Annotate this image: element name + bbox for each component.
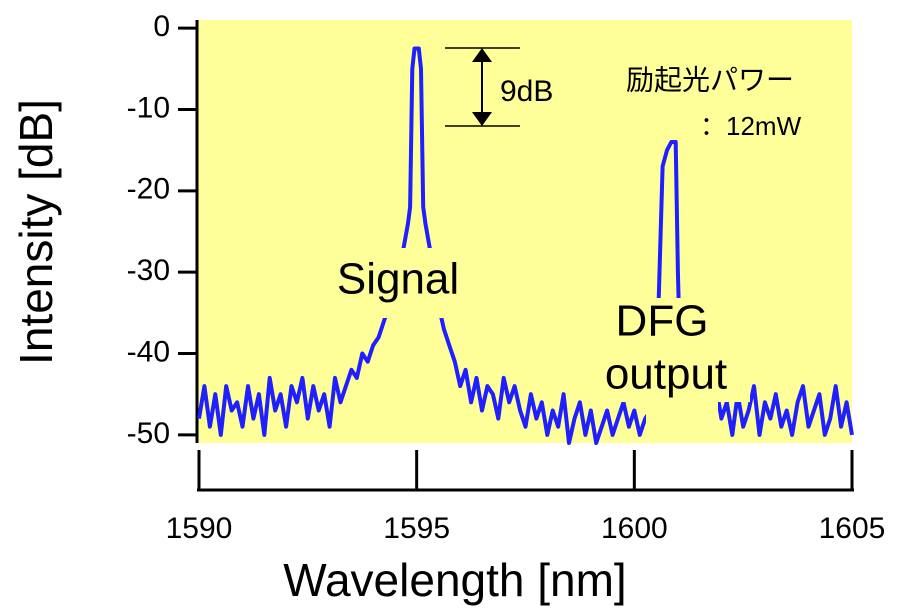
y-tick-label: -10 [127, 91, 170, 124]
y-tick-label: -20 [127, 173, 170, 206]
annotation: output [605, 350, 727, 399]
label-mask [582, 352, 750, 402]
arrow-head [472, 112, 492, 126]
y-tick-label: -50 [127, 417, 170, 450]
label-mask [646, 402, 718, 442]
annotation: Signal [337, 255, 459, 304]
annotation: ：12mW [700, 111, 802, 141]
x-tick-label: 1590 [166, 512, 233, 545]
x-axis-title: Wavelength [nm] [283, 554, 626, 606]
spectrum-line [197, 46, 854, 445]
annotation: 励起光パワー [626, 64, 794, 95]
label-mask [596, 298, 730, 352]
y-axis-title: Intensity [dB] [10, 99, 62, 365]
y-tick-label: 0 [153, 10, 170, 43]
y-tick-label: -40 [127, 335, 170, 368]
label-mask [338, 248, 462, 318]
x-tick-label: 1605 [819, 512, 886, 545]
x-tick-label: 1595 [383, 512, 450, 545]
annotation: 9dB [500, 75, 553, 108]
arrow-head [472, 48, 492, 62]
annotations: Signal DFG output 9dB 励起光パワー ：12mW [337, 47, 802, 442]
annotation: DFG [616, 297, 709, 346]
plot-area: 0 -10 -20 -30 -40 -50 1590 1595 1600 1605 [127, 10, 886, 545]
y-tick-label: -30 [127, 254, 170, 287]
x-tick-label: 1600 [601, 512, 668, 545]
